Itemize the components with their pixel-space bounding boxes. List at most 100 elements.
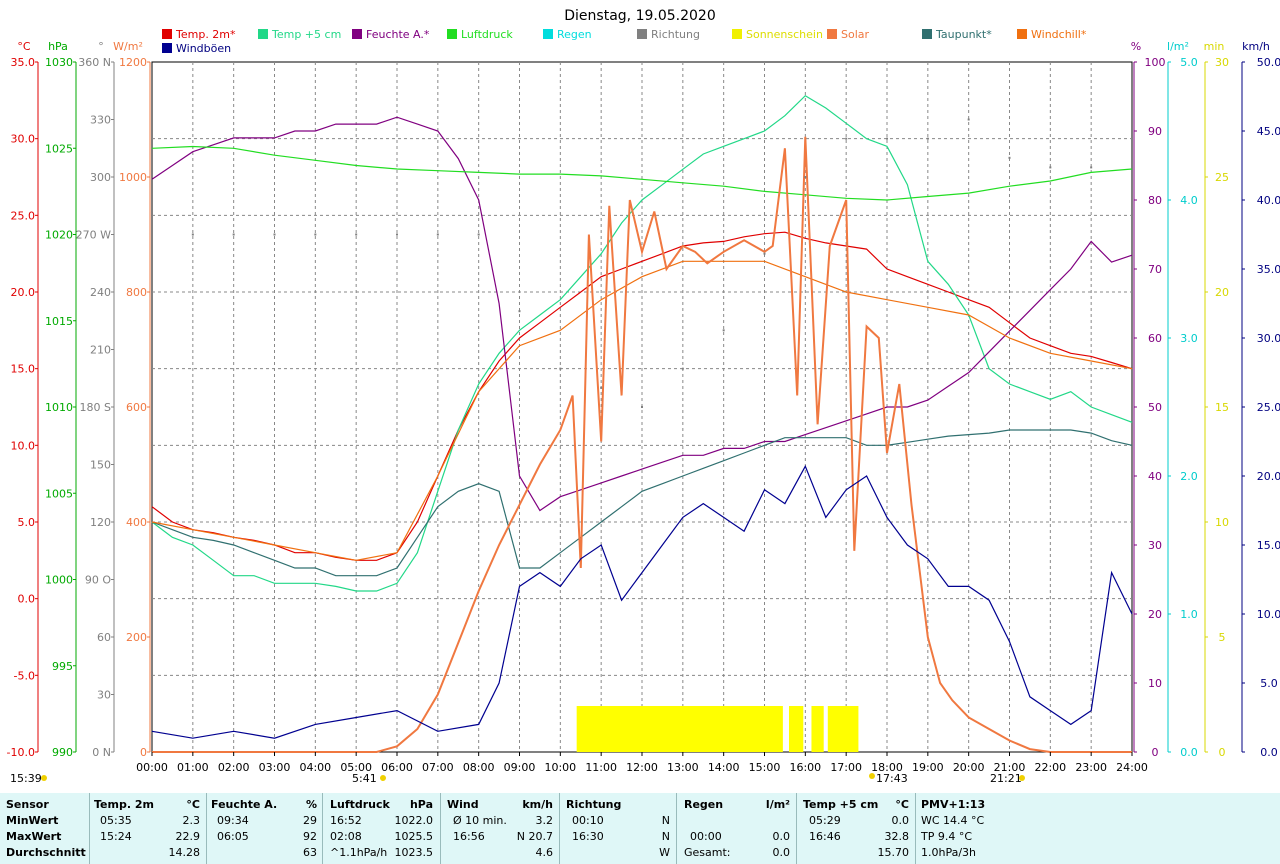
sunshine-bar: [576, 706, 783, 752]
stats-col-pressure: Luftdruck hPa 16:52 1022.0 02:08 1025.5 ^1.…: [327, 793, 433, 864]
stats-value: 0.0: [772, 846, 791, 859]
time-marker-sunset: 21:21: [990, 772, 1022, 785]
x-tick-label: 03:00: [259, 761, 291, 774]
axis-unit-pressure: hPa: [48, 40, 68, 53]
legend-swatch: [922, 29, 932, 39]
legend-swatch: [162, 43, 172, 53]
series-point-richtung: [804, 176, 807, 178]
x-tick-label: 12:00: [626, 761, 658, 774]
stats-header-temp5: Temp +5 cm: [803, 798, 879, 811]
axis-tick-label-solar: 0: [140, 746, 147, 759]
stats-col-sensor: Sensor MinWert MaxWert Durchschnitt: [6, 793, 86, 864]
series-line-windb-en: [151, 464, 1133, 739]
stats-value: 2.3: [182, 814, 201, 827]
moon-icon: [869, 773, 875, 779]
legend-label: Windchill*: [1031, 28, 1087, 41]
axis-tick-label-direction: 0 N: [92, 746, 111, 759]
x-axis: 00:00 01:00 02:00 03:00 04:00 05:00 06:00 07:00…: [136, 752, 1148, 774]
stats-time: 00:10: [572, 814, 604, 827]
stats-value: 29: [303, 814, 317, 827]
axis-tick-label-rain: 5.0: [1180, 56, 1198, 69]
sunrise-icon: [380, 775, 386, 781]
stats-header-humidity: Feuchte A.: [211, 798, 278, 811]
stats-time: 09:34: [217, 814, 249, 827]
sunshine-bar: [811, 706, 824, 752]
axis-tick-label-wind: 30.0: [1257, 332, 1280, 345]
legend-label: Richtung: [651, 28, 700, 41]
axis-tick-label-wind: 10.0: [1257, 608, 1280, 621]
axis-tick-label-humidity: 100: [1145, 56, 1166, 69]
legend-swatch: [447, 29, 457, 39]
series: [151, 94, 1133, 753]
axis-tick-label-temp: 25.0: [11, 209, 36, 222]
stats-header-wind: Wind: [447, 798, 479, 811]
axis-tick-label-sunmin: 15: [1215, 401, 1229, 414]
axis-tick-label-direction: 270 W: [76, 229, 111, 242]
stats-time: 15:24: [100, 830, 132, 843]
axis-unit-temp: °C: [17, 40, 31, 53]
series-point-richtung: [886, 137, 888, 140]
legend-label: Feuchte A.*: [366, 28, 430, 41]
stats-header-sensor: Sensor: [6, 798, 49, 811]
x-tick-label: 06:00: [381, 761, 413, 774]
stats-header-direction: Richtung: [566, 798, 622, 811]
stats-col-rain: Regen l/m² 00:00 0.0 Gesamt: 0.0: [684, 793, 790, 864]
stats-col-humidity: Feuchte A.% 09:34 29 06:05 92 63: [211, 793, 317, 864]
sunshine-bar: [827, 706, 859, 752]
statistics-panel: Sensor MinWert MaxWert Durchschnitt Temp…: [0, 793, 1280, 864]
axis-tick-label-sunmin: 25: [1215, 171, 1229, 184]
axis-tick-label-temp: 15.0: [11, 363, 36, 376]
stats-col-direction: Richtung 00:10 N 16:30 N W: [566, 793, 670, 864]
stats-time: 05:35: [100, 814, 132, 827]
x-tick-label: 24:00: [1116, 761, 1148, 774]
stats-value: 1025.5: [394, 830, 434, 843]
axis-tick-label-humidity: 10: [1148, 677, 1162, 690]
series-point-richtung: [681, 367, 684, 370]
stats-value: 1023.5: [394, 846, 434, 859]
grid: [152, 62, 1132, 752]
series-line-taupunkt-: [151, 429, 1133, 577]
series-line-windchill-: [151, 260, 1133, 561]
legend: Temp. 2m* Temp +5 cm Feuchte A.* Luftdruck R…: [162, 28, 1087, 55]
legend-label: Windböen: [176, 42, 231, 55]
series-point-richtung: [1008, 156, 1011, 159]
stats-unit-humidity: %: [305, 798, 317, 811]
x-tick-label: 21:00: [994, 761, 1026, 774]
axis-tick-label-humidity: 30: [1148, 539, 1162, 552]
axis-tick-label-pressure: 1000: [45, 574, 73, 587]
axis-unit-direction: °: [98, 40, 104, 53]
x-tick-label: 17:00: [830, 761, 862, 774]
axis-tick-label-direction: 150: [90, 459, 111, 472]
stats-time: 05:29: [809, 814, 841, 827]
axis-tick-label-temp: 30.0: [11, 133, 36, 146]
stats-value: N: [661, 830, 670, 843]
legend-swatch: [352, 29, 362, 39]
series-point-richtung: [477, 233, 480, 236]
stats-row-label: Durchschnitt: [6, 846, 86, 859]
series-point-richtung: [926, 137, 929, 140]
stats-time: ^1.1hPa/h: [330, 846, 388, 859]
series-point-richtung: [722, 329, 725, 332]
axis-tick-label-solar: 600: [126, 401, 147, 414]
series-point-richtung: [845, 137, 848, 140]
x-tick-label: 11:00: [585, 761, 617, 774]
stats-value: 0.0: [891, 814, 910, 827]
axis-tick-label-pressure: 990: [52, 746, 73, 759]
axis-tick-label-wind: 5.0: [1260, 677, 1278, 690]
axis-unit-wind: km/h: [1242, 40, 1270, 53]
x-tick-label: 00:00: [136, 761, 168, 774]
stats-row-label: MaxWert: [6, 830, 62, 843]
axis-tick-label-solar: 1000: [119, 171, 147, 184]
axis-unit-rain: l/m²: [1167, 40, 1189, 53]
series-point-richtung: [641, 406, 643, 408]
axis-tick-label-wind: 15.0: [1257, 539, 1280, 552]
axis-tick-label-wind: 35.0: [1257, 263, 1280, 276]
legend-swatch: [543, 29, 553, 39]
sunset-icon: [1019, 775, 1025, 781]
stats-header-pmv: PMV+1:13: [921, 798, 986, 811]
time-marker-sunrise: 5:41: [352, 772, 377, 785]
legend-swatch: [1017, 29, 1027, 39]
axis-tick-label-humidity: 0: [1152, 746, 1159, 759]
stats-time: 06:05: [217, 830, 249, 843]
stats-value: N 20.7: [516, 830, 553, 843]
